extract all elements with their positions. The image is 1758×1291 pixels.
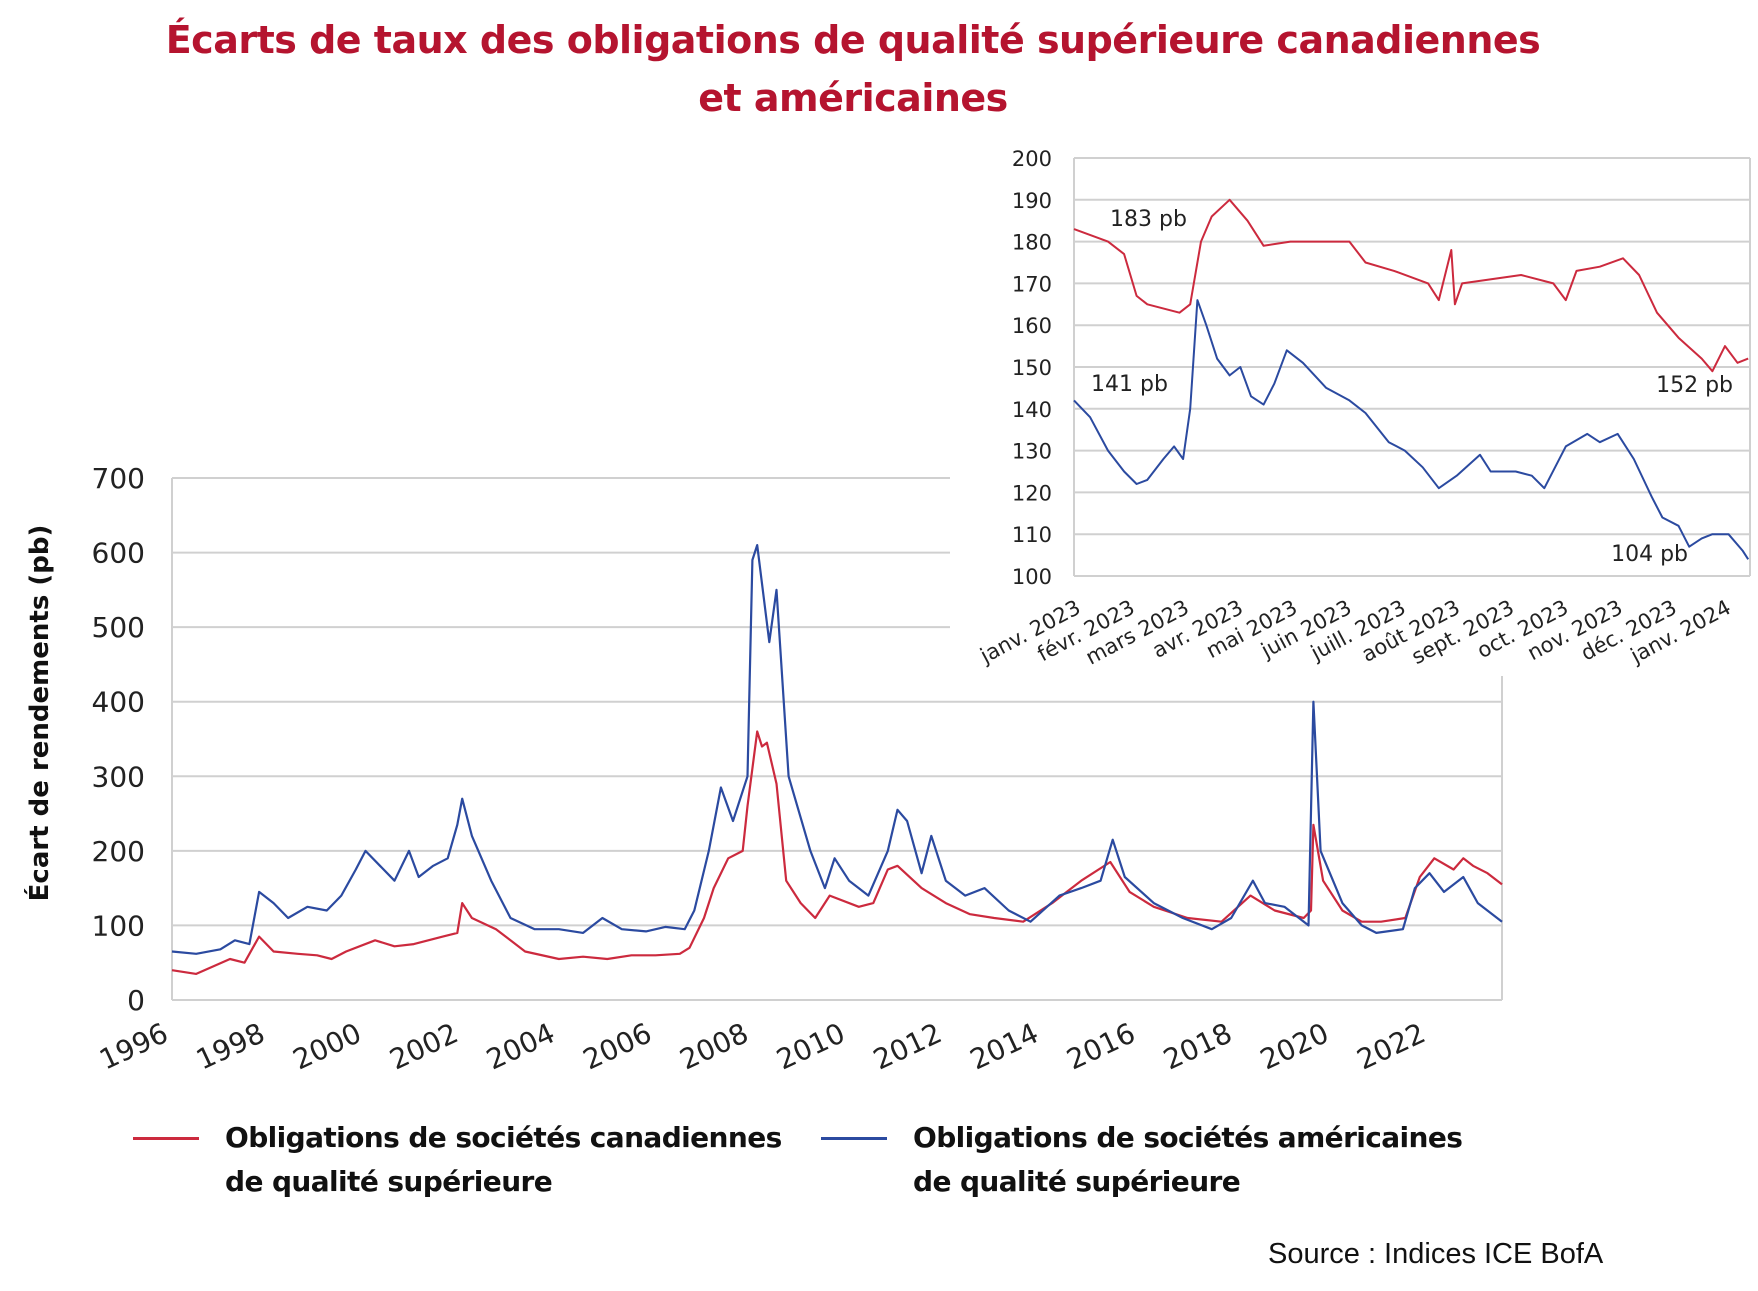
x-tick-label: 2018 — [1158, 1016, 1237, 1076]
legend-swatch-us — [821, 1137, 887, 1140]
source-note: Source : Indices ICE BofA — [1268, 1238, 1604, 1270]
y-tick-label: 600 — [92, 537, 145, 570]
x-tick-label: 2014 — [965, 1016, 1044, 1076]
inset-y-tick-label: 200 — [1012, 147, 1052, 171]
inset-y-tick-label: 110 — [1012, 523, 1052, 547]
y-tick-label: 300 — [92, 760, 145, 793]
legend-label: de qualité supérieure — [225, 1165, 553, 1198]
series-line-canadian — [171, 730, 1503, 975]
x-tick-label: 2022 — [1352, 1016, 1431, 1076]
legend-label: de qualité supérieure — [913, 1165, 1241, 1198]
inset-y-tick-label: 150 — [1012, 356, 1052, 380]
series-line-us — [171, 544, 1503, 955]
y-tick-label: 0 — [127, 984, 145, 1017]
chart-title-line1: Écarts de taux des obligations de qualit… — [165, 18, 1541, 62]
legend-label: Obligations de sociétés américaines — [913, 1121, 1463, 1154]
inset-series-line-us — [1073, 299, 1750, 560]
y-axis-label: Écart de rendements (pb) — [25, 524, 55, 902]
x-tick-label: 2016 — [1062, 1016, 1141, 1076]
y-tick-label: 500 — [92, 611, 145, 644]
x-tick-label: 2010 — [772, 1016, 851, 1076]
legend-item-canadian: Obligations de sociétés canadiennes de qu… — [133, 1116, 782, 1204]
inset-data-label: 141 pb — [1091, 372, 1168, 397]
y-tick-label: 400 — [92, 686, 145, 719]
y-tick-label: 200 — [92, 835, 145, 868]
inset-y-tick-label: 130 — [1012, 440, 1052, 464]
x-tick-label: 1998 — [191, 1016, 270, 1076]
chart-title-line2: et américaines — [698, 76, 1008, 120]
y-tick-label: 100 — [92, 909, 145, 942]
inset-y-tick-label: 170 — [1012, 272, 1052, 296]
inset-y-tick-label: 140 — [1012, 398, 1052, 422]
inset-series-line-canadian — [1073, 198, 1749, 373]
x-tick-label: 2004 — [481, 1016, 560, 1076]
inset-y-tick-label: 100 — [1012, 565, 1052, 589]
inset-y-tick-label: 180 — [1012, 231, 1052, 255]
x-tick-label: 2020 — [1255, 1016, 1334, 1076]
legend-label: Obligations de sociétés canadiennes — [225, 1121, 782, 1154]
x-tick-label: 2002 — [385, 1016, 464, 1076]
inset-y-tick-label: 160 — [1012, 314, 1052, 338]
x-tick-label: 2000 — [288, 1016, 367, 1076]
x-tick-label: 2012 — [868, 1016, 947, 1076]
legend-swatch-canadian — [133, 1137, 199, 1140]
y-tick-label: 700 — [92, 462, 145, 495]
inset-y-tick-label: 120 — [1012, 481, 1052, 505]
x-tick-label: 1996 — [94, 1016, 173, 1076]
x-tick-label: 2008 — [675, 1016, 754, 1076]
legend-item-us: Obligations de sociétés américaines de qu… — [821, 1116, 1463, 1204]
inset-data-label: 152 pb — [1656, 373, 1733, 398]
inset-data-label: 183 pb — [1110, 207, 1187, 232]
inset-data-label: 104 pb — [1611, 542, 1688, 567]
inset-y-tick-label: 190 — [1012, 189, 1052, 213]
x-tick-label: 2006 — [578, 1016, 657, 1076]
